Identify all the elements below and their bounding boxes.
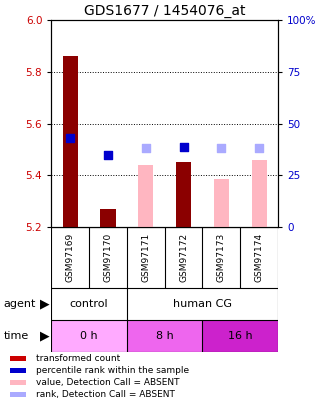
Text: GSM97174: GSM97174 [255,232,264,282]
Point [68,134,73,141]
Bar [203,320,278,352]
Text: human CG: human CG [173,299,232,309]
Bar [252,160,267,227]
Text: ▶: ▶ [40,330,50,343]
Point [143,145,148,151]
Text: rank, Detection Call = ABSENT: rank, Detection Call = ABSENT [36,390,175,399]
Bar [51,320,127,352]
Bar [63,56,78,227]
Text: GSM97169: GSM97169 [66,232,75,282]
Bar [176,162,191,227]
Text: GSM97171: GSM97171 [141,232,150,282]
Text: GSM97173: GSM97173 [217,232,226,282]
Point [219,145,224,151]
Bar [138,165,153,227]
Text: value, Detection Call = ABSENT: value, Detection Call = ABSENT [36,378,179,387]
Text: time: time [3,331,28,341]
Text: percentile rank within the sample: percentile rank within the sample [36,366,189,375]
Bar [10,356,26,361]
Text: 8 h: 8 h [156,331,173,341]
Text: GSM97172: GSM97172 [179,232,188,282]
Text: ▶: ▶ [40,297,50,310]
Title: GDS1677 / 1454076_at: GDS1677 / 1454076_at [84,4,245,18]
Text: 16 h: 16 h [228,331,253,341]
Point [181,143,186,150]
Bar [127,320,203,352]
Text: 0 h: 0 h [80,331,98,341]
Text: transformed count: transformed count [36,354,120,363]
Text: GSM97170: GSM97170 [104,232,113,282]
Point [257,145,262,151]
Point [105,151,111,158]
Bar [214,179,229,227]
Bar [10,380,26,385]
Text: agent: agent [3,299,36,309]
Bar [10,368,26,373]
Text: control: control [70,299,109,309]
Bar [100,209,116,227]
Bar [10,392,26,397]
